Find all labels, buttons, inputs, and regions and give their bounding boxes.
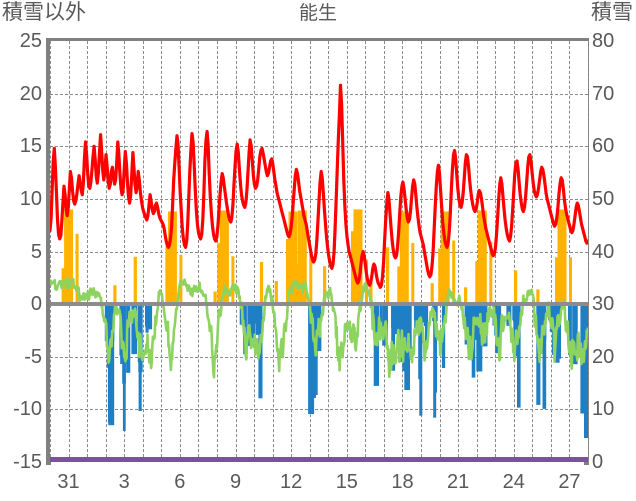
gridline-v (124, 41, 126, 462)
plot-frame-top (46, 38, 589, 43)
gridline-h (50, 146, 588, 148)
x-tick: 12 (280, 471, 303, 493)
y-tick-right: 60 (592, 135, 615, 158)
x-tick: 9 (229, 471, 242, 493)
gridline-v (142, 41, 144, 462)
gridline-v (569, 41, 571, 462)
x-tick: 6 (174, 471, 186, 493)
gridline-v (588, 41, 589, 462)
y-tick-left: 0 (30, 293, 42, 316)
temperature-line-layer (50, 83, 588, 289)
gridline-v (235, 41, 237, 462)
gridline-v (458, 41, 460, 462)
snow-depth-line (50, 457, 588, 462)
y-tick-right: 40 (592, 240, 615, 263)
green-series-layer (50, 276, 588, 379)
y-tick-right: 80 (592, 30, 615, 52)
gridline-h (50, 251, 588, 253)
gridline-h (50, 409, 588, 411)
gridline-v (198, 41, 200, 462)
x-tick: 24 (502, 471, 525, 493)
y-tick-right: 30 (592, 293, 615, 316)
zero-line (50, 302, 588, 307)
plot-area (50, 41, 589, 462)
y-tick-left: -10 (13, 398, 42, 421)
y-tick-left: 5 (30, 240, 42, 263)
gridline-v (365, 41, 367, 462)
y-tick-right: 10 (592, 398, 615, 421)
x-tick: 3 (118, 471, 130, 493)
x-tick: 18 (391, 471, 414, 493)
gridline-h (50, 93, 588, 95)
right-axis-title: 積雪 (591, 1, 633, 24)
gridline-v (50, 41, 51, 462)
y-tick-left: -5 (24, 345, 42, 368)
y-tick-left: 10 (19, 187, 42, 210)
gridline-v (272, 41, 274, 462)
x-tick: 31 (57, 471, 80, 493)
gridline-v (87, 41, 89, 462)
gridline-v (476, 41, 478, 462)
y-tick-right: 0 (592, 451, 604, 473)
gridline-v (421, 41, 423, 462)
y-tick-right: 50 (592, 187, 615, 210)
plot-frame-left (46, 38, 51, 465)
x-tick: 15 (335, 471, 358, 493)
left-axis-title: 積雪以外 (2, 1, 86, 24)
gridline-v (179, 41, 181, 462)
y-tick-right: 70 (592, 82, 615, 105)
y-tick-left: -15 (13, 451, 42, 473)
gridline-v (254, 41, 256, 462)
gridline-v (346, 41, 348, 462)
gridline-v (105, 41, 107, 462)
gridline-v (513, 41, 515, 462)
gridline-v (550, 41, 552, 462)
y-tick-left: 20 (19, 82, 42, 105)
gridline-v (532, 41, 534, 462)
gridline-v (161, 41, 163, 462)
y-tick-left: 25 (19, 30, 42, 52)
chart-title: 能生 (298, 3, 337, 24)
gridline-h (50, 356, 588, 358)
x-tick: 21 (447, 471, 470, 493)
y-tick-right: 20 (592, 345, 615, 368)
y-tick-left: 15 (19, 135, 42, 158)
x-tick: 27 (558, 471, 581, 493)
